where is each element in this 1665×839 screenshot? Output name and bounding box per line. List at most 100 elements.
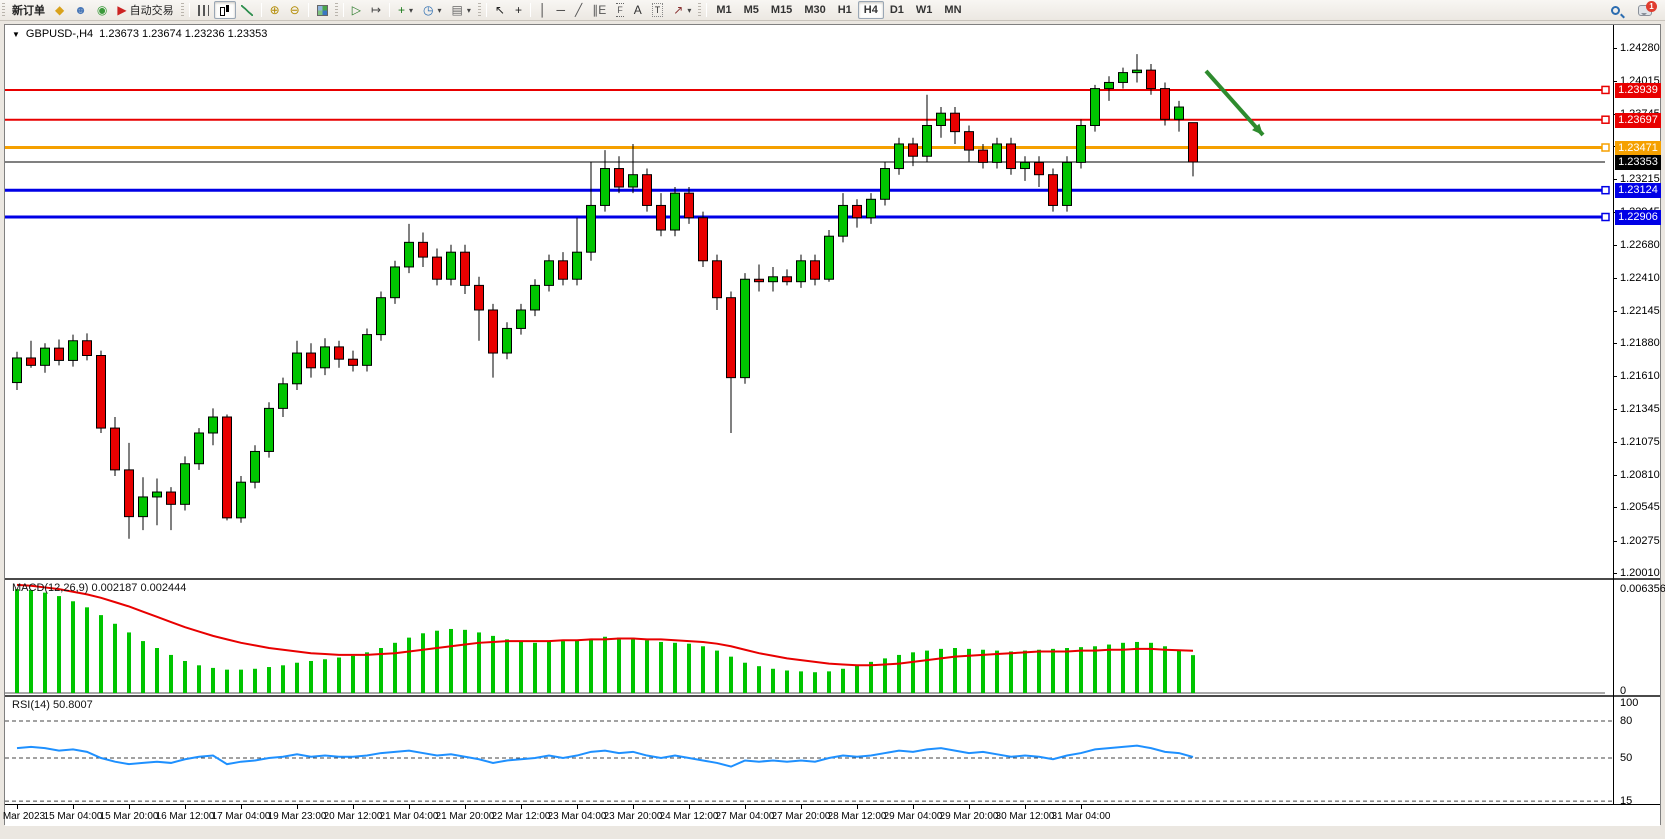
search-button[interactable]	[1606, 1, 1625, 19]
macd-histogram-bar	[953, 648, 957, 693]
trend-arrow-head[interactable]	[1252, 123, 1263, 135]
time-axis-label: 23 Mar 04:00	[547, 811, 607, 822]
level-endpoint-marker[interactable]	[1601, 85, 1610, 95]
candlestick	[82, 340, 92, 356]
level-endpoint-marker[interactable]	[1601, 115, 1610, 124]
candlestick	[810, 260, 820, 280]
macd-histogram-bar	[267, 667, 271, 693]
timeframe-m1-button[interactable]: M1	[710, 1, 737, 19]
auto-scroll-icon: ▷	[351, 3, 361, 17]
chart-shift-button[interactable]: ↦	[366, 1, 386, 19]
horizontal-line-button[interactable]: ─	[551, 1, 570, 19]
bar-chart-button[interactable]	[193, 1, 214, 19]
add-indicator-button[interactable]: + ▾	[393, 1, 418, 19]
timeframe-mn-button[interactable]: MN	[938, 1, 967, 19]
candlestick	[600, 168, 610, 206]
timeframe-w1-button[interactable]: W1	[910, 1, 939, 19]
time-axis-tick	[73, 805, 74, 809]
macd-histogram-bar	[813, 672, 817, 693]
time-axis-tick	[465, 805, 466, 809]
cursor-button[interactable]: ↖	[490, 1, 510, 19]
candlestick	[334, 346, 344, 360]
macd-histogram-bar	[365, 652, 369, 693]
time-axis-label: 24 Mar 12:00	[659, 811, 719, 822]
candlestick	[1076, 124, 1086, 163]
candlestick	[782, 276, 792, 283]
price-tick-label: 1.21610	[1620, 370, 1660, 383]
candlestick	[320, 346, 330, 369]
text-button[interactable]: A	[629, 1, 647, 19]
signal-button[interactable]: ◉	[92, 1, 112, 19]
dropdown-caret-icon[interactable]: ▾	[466, 5, 471, 15]
crosshair-icon: +	[514, 3, 522, 17]
arrows-button[interactable]: ↗ ▾	[668, 1, 696, 19]
panel-separator[interactable]	[5, 578, 1660, 580]
level-endpoint-marker[interactable]	[1601, 143, 1610, 152]
fibonacci-button[interactable]: F	[611, 1, 629, 19]
autotrading-button[interactable]: ▶ 自动交易	[112, 1, 178, 19]
templates-button[interactable]: ▤ ▾	[447, 1, 476, 19]
candlestick	[1174, 106, 1184, 120]
price-axis-tick	[1613, 343, 1617, 345]
price-axis-tick	[1613, 178, 1617, 180]
macd-histogram-bar	[967, 648, 971, 693]
candlestick	[950, 112, 960, 133]
dropdown-caret-icon[interactable]: ▾	[409, 5, 414, 15]
level-endpoint-marker[interactable]	[1601, 185, 1610, 195]
chart-collapse-icon[interactable]: ▼	[12, 29, 20, 39]
price-level-badge-1.23471: 1.23471	[1615, 140, 1661, 156]
new-order-button[interactable]: 新订单	[7, 1, 50, 19]
profile-button[interactable]: ☻	[69, 1, 92, 19]
macd-histogram-bar	[603, 636, 607, 693]
chart-window: ▼ GBPUSD-,H4 1.23673 1.23674 1.23236 1.2…	[0, 24, 1665, 826]
macd-histogram-bar	[687, 643, 691, 693]
macd-histogram-bar	[463, 629, 467, 693]
paint-bucket-button[interactable]: ◆	[50, 1, 69, 19]
equidistant-channel-button[interactable]: ∥E	[587, 1, 611, 19]
periods-button[interactable]: ◷ ▾	[418, 1, 447, 19]
notifications-button[interactable]: 1	[1633, 0, 1657, 19]
vertical-line-button[interactable]: │	[534, 1, 552, 19]
zoom-in-button[interactable]: ⊕	[265, 1, 285, 19]
crosshair-button[interactable]: +	[510, 1, 527, 19]
candlestick	[852, 204, 862, 219]
timeframe-m30-button[interactable]: M30	[798, 1, 831, 19]
time-axis-tick	[17, 805, 18, 809]
candlestick-chart-button[interactable]	[213, 1, 236, 19]
timeframe-d1-button[interactable]: D1	[884, 1, 910, 19]
time-axis-tick	[969, 805, 970, 809]
text-label-button[interactable]: T	[647, 1, 669, 19]
candlestick	[292, 352, 302, 385]
line-chart-button[interactable]	[236, 1, 258, 19]
time-axis-label: 23 Mar 20:00	[603, 811, 663, 822]
new-order-label: 新订单	[12, 5, 45, 17]
time-axis-tick	[689, 805, 690, 809]
trendline-button[interactable]: ╱	[570, 1, 587, 19]
panel-separator[interactable]	[5, 695, 1660, 697]
tile-windows-button[interactable]	[312, 1, 333, 19]
dropdown-caret-icon[interactable]: ▾	[437, 5, 442, 15]
price-tick-label: 1.20545	[1620, 501, 1660, 514]
zoom-out-button[interactable]: ⊖	[285, 1, 305, 19]
tile-windows-icon	[316, 4, 328, 16]
candlestick	[474, 284, 484, 311]
timeframe-h4-button[interactable]: H4	[857, 1, 884, 19]
macd-histogram-bar	[127, 632, 131, 693]
timeframe-h1-button[interactable]: H1	[832, 1, 858, 19]
candlestick	[1034, 161, 1044, 176]
timeframe-m5-button[interactable]: M5	[738, 1, 765, 19]
macd-histogram-bar	[1009, 651, 1013, 693]
time-axis-label: 31 Mar 04:00	[1051, 811, 1111, 822]
candlestick	[404, 241, 414, 268]
level-endpoint-marker[interactable]	[1601, 212, 1610, 222]
time-axis-label: 27 Mar 04:00	[715, 811, 775, 822]
auto-scroll-button[interactable]: ▷	[347, 1, 366, 19]
dropdown-caret-icon[interactable]: ▾	[687, 5, 692, 15]
price-tick-label: 1.23215	[1620, 172, 1660, 185]
trend-arrow-annotation[interactable]	[1204, 69, 1265, 137]
macd-histogram-bar	[841, 668, 845, 693]
price-chart	[5, 54, 1610, 539]
timeframe-m15-button[interactable]: M15	[765, 1, 798, 19]
macd-histogram-bar	[1121, 642, 1125, 693]
timeframe-label: D1	[889, 4, 904, 16]
